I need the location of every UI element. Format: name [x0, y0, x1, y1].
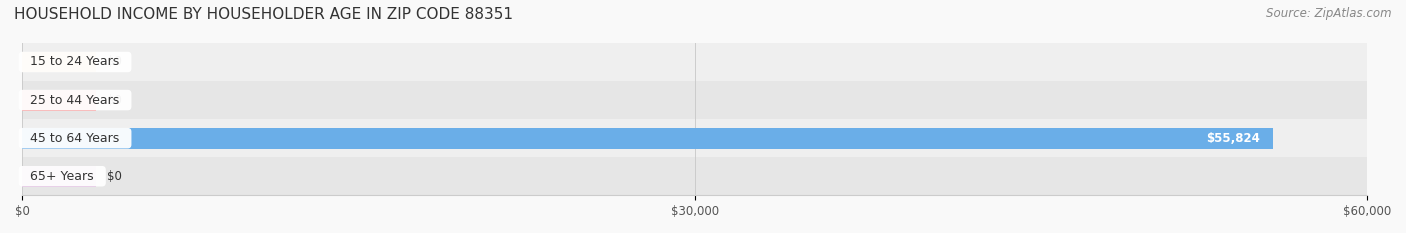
Bar — [22, 90, 97, 110]
Text: 15 to 24 Years: 15 to 24 Years — [22, 55, 128, 69]
Text: 45 to 64 Years: 45 to 64 Years — [22, 132, 128, 145]
Text: 25 to 44 Years: 25 to 44 Years — [22, 94, 128, 106]
Bar — [22, 119, 1367, 157]
Bar — [22, 157, 1367, 195]
Bar — [22, 81, 1367, 119]
Text: $0: $0 — [107, 170, 122, 183]
Text: $55,824: $55,824 — [1206, 132, 1260, 145]
Bar — [22, 128, 1274, 149]
Bar — [22, 43, 1367, 81]
Text: HOUSEHOLD INCOME BY HOUSEHOLDER AGE IN ZIP CODE 88351: HOUSEHOLD INCOME BY HOUSEHOLDER AGE IN Z… — [14, 7, 513, 22]
Text: 65+ Years: 65+ Years — [22, 170, 103, 183]
Text: $0: $0 — [107, 55, 122, 69]
Bar — [22, 51, 97, 72]
Bar — [22, 166, 97, 187]
Text: Source: ZipAtlas.com: Source: ZipAtlas.com — [1267, 7, 1392, 20]
Text: $0: $0 — [107, 94, 122, 106]
